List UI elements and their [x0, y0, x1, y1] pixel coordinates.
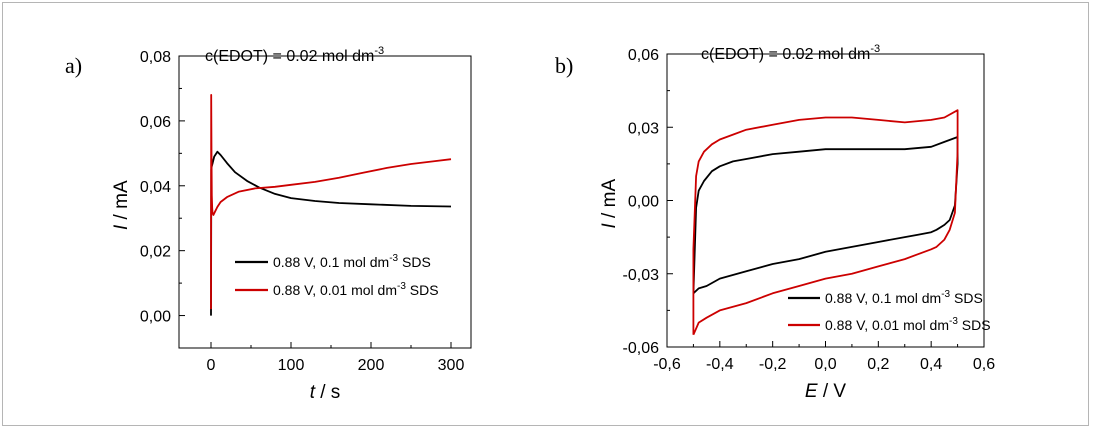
y-tick-label: 0,00 — [140, 309, 171, 326]
panel-a-axes-box — [178, 55, 472, 349]
y-tick-label: 0,04 — [140, 179, 171, 196]
panel-b-y-axis-label: I / mA — [599, 179, 620, 229]
panel-a-x-axis-label: t / s — [310, 382, 341, 403]
x-tick-label: -0,6 — [653, 356, 681, 373]
panel-a-label: a) — [65, 53, 82, 78]
x-tick-label: 300 — [438, 357, 465, 374]
legend-entry-0.01-sds: 0.88 V, 0.01 mol dm-3 SDS — [825, 316, 991, 333]
panel-b-x-tick-labels: -0,6 -0,4 -0,2 0,0 0,2 0,4 0,6 — [653, 356, 995, 373]
y-tick-label: 0,06 — [140, 114, 171, 131]
legend-entry-0.1-sds: 0.88 V, 0.1 mol dm-3 SDS — [825, 289, 983, 306]
x-tick-label: 200 — [358, 357, 385, 374]
legend-entry-0.1-sds: 0.88 V, 0.1 mol dm-3 SDS — [273, 253, 431, 270]
panel-b-legend: 0.88 V, 0.1 mol dm-3 SDS 0.88 V, 0.01 mo… — [788, 289, 991, 333]
y-tick-label: 0,02 — [140, 244, 171, 261]
panel-a-annotation: c(EDOT) = 0.02 mol dm-3 — [205, 45, 384, 65]
panel-a-x-tick-labels: 0 100 200 300 — [207, 357, 465, 374]
panel-a-y-tick-labels: 0,00 0,02 0,04 0,06 0,08 — [140, 49, 171, 326]
y-tick-label: -0,03 — [623, 267, 660, 284]
x-tick-label: 0 — [207, 357, 216, 374]
figure-canvas: a) c(EDOT) = 0.02 mol dm-3 0,000,020,040… — [65, 43, 995, 403]
panel-b-y-tick-labels: -0,06 -0,03 0,00 0,03 0,06 — [623, 47, 660, 357]
x-tick-label: -0,2 — [759, 356, 787, 373]
y-tick-label: 0,06 — [628, 47, 659, 64]
series-line-1 — [210, 94, 452, 310]
x-tick-label: 100 — [278, 357, 305, 374]
series-line-0 — [692, 136, 959, 294]
panel-b-series — [692, 109, 959, 336]
x-tick-label: 0,2 — [867, 356, 889, 373]
x-tick-label: 0,4 — [920, 356, 942, 373]
panel-b-x-axis-label: E / V — [805, 381, 847, 402]
panel-a-y-axis-label: I / mA — [111, 180, 132, 230]
series-line-1 — [692, 109, 959, 336]
panel-b-chart: b) c(EDOT) = 0.02 mol dm-3 -0,06 -0,03 0,0… — [555, 43, 995, 402]
x-tick-label: 0,6 — [973, 356, 995, 373]
figure-frame: a) c(EDOT) = 0.02 mol dm-3 0,00 0,02 0,04 0… — [2, 2, 1089, 426]
panel-a-series — [210, 94, 452, 316]
panel-a-chart: a) c(EDOT) = 0.02 mol dm-3 0,000,020,040… — [65, 45, 472, 403]
y-tick-label: 0,00 — [628, 194, 659, 211]
x-tick-label: 0,0 — [814, 356, 836, 373]
x-tick-label: -0,4 — [706, 356, 734, 373]
y-tick-label: 0,03 — [628, 120, 659, 137]
legend-entry-0.01-sds: 0.88 V, 0.01 mol dm-3 SDS — [273, 281, 439, 298]
panel-b-label: b) — [555, 53, 573, 78]
panel-b-axes-box — [666, 53, 985, 348]
y-tick-label: -0,06 — [623, 340, 660, 357]
panel-a-legend: 0.88 V, 0.1 mol dm-3 SDS 0.88 V, 0.01 mo… — [235, 253, 439, 298]
y-tick-label: 0,08 — [140, 49, 171, 66]
panel-b-annotation: c(EDOT) = 0.02 mol dm-3 — [701, 43, 880, 63]
